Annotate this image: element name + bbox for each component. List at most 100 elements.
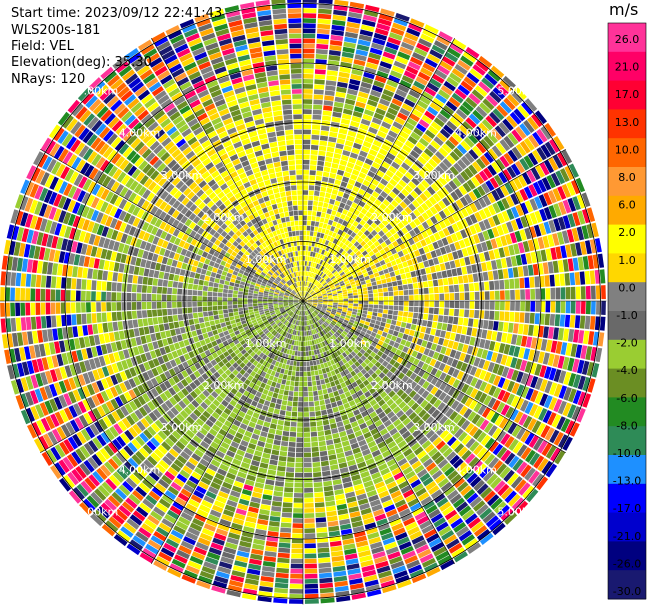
velocity-gate bbox=[466, 472, 478, 484]
velocity-gate bbox=[336, 310, 342, 314]
velocity-gate bbox=[185, 565, 200, 575]
velocity-gate bbox=[202, 423, 211, 432]
velocity-gate bbox=[287, 370, 292, 376]
velocity-gate bbox=[338, 269, 344, 274]
velocity-gate bbox=[361, 512, 374, 520]
velocity-gate bbox=[481, 407, 491, 418]
velocity-gate bbox=[333, 153, 342, 160]
velocity-gate bbox=[278, 373, 284, 379]
velocity-gate bbox=[460, 362, 468, 372]
velocity-gate bbox=[324, 398, 331, 405]
velocity-gate bbox=[304, 305, 307, 310]
velocity-gate bbox=[463, 237, 471, 247]
velocity-gate bbox=[228, 445, 238, 453]
velocity-gate bbox=[497, 365, 505, 376]
velocity-gate bbox=[410, 324, 417, 331]
velocity-gate bbox=[515, 217, 524, 230]
velocity-gate bbox=[495, 142, 507, 155]
velocity-gate bbox=[289, 386, 294, 391]
velocity-gate bbox=[390, 346, 398, 354]
velocity-gate bbox=[306, 366, 311, 372]
velocity-gate bbox=[111, 512, 125, 525]
velocity-gate bbox=[430, 328, 437, 336]
velocity-gate bbox=[376, 70, 389, 79]
velocity-gate bbox=[520, 399, 529, 412]
velocity-gate bbox=[248, 421, 256, 428]
velocity-gate bbox=[373, 112, 384, 121]
velocity-gate bbox=[488, 425, 498, 437]
velocity-gate bbox=[383, 419, 392, 428]
velocity-gate bbox=[411, 402, 420, 411]
velocity-gate bbox=[393, 296, 399, 301]
velocity-gate bbox=[268, 358, 274, 364]
velocity-gate bbox=[556, 416, 566, 430]
velocity-gate bbox=[296, 315, 299, 320]
velocity-gate bbox=[351, 147, 360, 155]
velocity-gate bbox=[303, 361, 307, 367]
velocity-gate bbox=[442, 394, 451, 404]
velocity-gate bbox=[203, 495, 215, 504]
velocity-gate bbox=[473, 223, 482, 233]
velocity-gate bbox=[453, 521, 467, 533]
velocity-gate bbox=[323, 424, 331, 431]
velocity-gate bbox=[449, 349, 457, 358]
velocity-gate bbox=[393, 361, 401, 369]
velocity-gate bbox=[379, 259, 386, 266]
velocity-gate bbox=[303, 38, 316, 44]
velocity-gate bbox=[392, 330, 399, 337]
velocity-gate bbox=[472, 145, 483, 157]
velocity-gate bbox=[399, 508, 411, 518]
velocity-gate bbox=[327, 259, 333, 264]
velocity-gate bbox=[453, 162, 463, 173]
velocity-gate bbox=[442, 418, 452, 429]
velocity-gate bbox=[358, 342, 364, 349]
velocity-gate bbox=[224, 504, 236, 513]
velocity-gate bbox=[346, 373, 353, 380]
velocity-gate bbox=[416, 100, 429, 110]
velocity-gate bbox=[332, 364, 338, 370]
velocity-gate bbox=[335, 416, 342, 423]
velocity-gate bbox=[459, 334, 466, 344]
velocity-gate bbox=[312, 380, 317, 386]
velocity-gate bbox=[175, 496, 187, 507]
velocity-gate bbox=[352, 111, 363, 118]
velocity-gate bbox=[508, 455, 520, 469]
velocity-gate bbox=[490, 477, 502, 489]
velocity-gate bbox=[311, 306, 316, 310]
velocity-gate bbox=[331, 262, 337, 267]
velocity-gate bbox=[272, 376, 278, 383]
velocity-gate bbox=[318, 312, 323, 317]
velocity-gate bbox=[558, 434, 569, 449]
velocity-gate bbox=[276, 567, 289, 574]
velocity-gate bbox=[366, 338, 373, 345]
velocity-gate bbox=[315, 64, 327, 70]
velocity-gate bbox=[274, 387, 280, 394]
velocity-gate bbox=[327, 387, 333, 394]
velocity-gate bbox=[464, 538, 479, 550]
velocity-gate bbox=[401, 375, 409, 383]
velocity-gate bbox=[331, 550, 344, 557]
velocity-gate bbox=[344, 362, 351, 369]
velocity-gate bbox=[328, 530, 341, 537]
velocity-gate bbox=[462, 100, 474, 112]
velocity-gate bbox=[412, 393, 421, 402]
velocity-gate bbox=[424, 443, 435, 454]
velocity-gate bbox=[185, 531, 199, 541]
velocity-gate bbox=[599, 316, 606, 331]
velocity-gate bbox=[327, 294, 333, 297]
velocity-gate bbox=[353, 301, 359, 304]
velocity-gate bbox=[312, 334, 316, 340]
velocity-gate bbox=[430, 265, 436, 273]
velocity-gate bbox=[310, 155, 318, 161]
velocity-gate bbox=[548, 205, 557, 219]
velocity-gate bbox=[308, 325, 311, 331]
velocity-gate bbox=[259, 358, 265, 365]
velocity-gate bbox=[379, 125, 389, 134]
velocity-gate bbox=[289, 318, 293, 323]
velocity-gate bbox=[353, 142, 362, 150]
velocity-gate bbox=[326, 408, 333, 415]
velocity-gate bbox=[446, 436, 457, 447]
velocity-gate bbox=[515, 160, 526, 174]
velocity-gate bbox=[260, 393, 267, 400]
velocity-gate bbox=[249, 438, 258, 445]
